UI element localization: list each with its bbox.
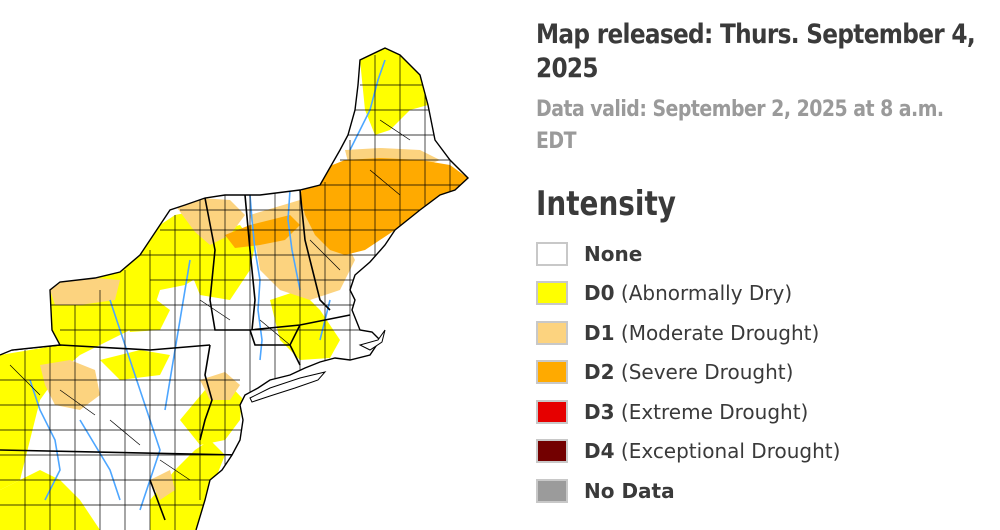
data-valid-date: Data valid: September 2, 2025 at 8 a.m. …	[536, 97, 944, 154]
legend-desc: (Exceptional Drought)	[620, 439, 841, 464]
legend-item-none: None	[536, 234, 986, 274]
coastline	[0, 47, 470, 530]
legend-swatch	[536, 399, 568, 424]
northeast-drought-map-svg	[0, 47, 470, 530]
legend-item-d3: D3 (Extreme Drought)	[536, 392, 986, 432]
legend-swatch	[536, 439, 568, 464]
county-borders	[0, 55, 460, 530]
cape-cod	[358, 329, 386, 351]
legend-swatch	[536, 241, 568, 266]
legend-title: Intensity	[536, 184, 676, 224]
map-released-date: Map released: Thurs. September 4, 2025	[536, 19, 976, 84]
info-panel: Map released: Thurs. September 4, 2025 D…	[536, 18, 986, 511]
legend-code: No Data	[584, 478, 675, 503]
legend-swatch	[536, 281, 568, 306]
legend-code: D0	[584, 281, 615, 306]
legend-desc: (Moderate Drought)	[620, 320, 820, 345]
legend-swatch	[536, 320, 568, 345]
legend-desc: (Abnormally Dry)	[620, 281, 793, 306]
legend-code: D3	[584, 399, 615, 424]
drought-map	[0, 47, 470, 530]
legend-desc: (Severe Drought)	[620, 360, 794, 385]
legend-swatch	[536, 360, 568, 385]
legend-desc: (Extreme Drought)	[620, 399, 809, 424]
intensity-legend: None D0 (Abnormally Dry) D1 (Moderate Dr…	[536, 234, 986, 511]
legend-item-d0: D0 (Abnormally Dry)	[536, 274, 986, 314]
legend-code: None	[584, 241, 643, 266]
d2-regions	[225, 158, 468, 255]
legend-item-d4: D4 (Exceptional Drought)	[536, 432, 986, 472]
legend-item-d2: D2 (Severe Drought)	[536, 353, 986, 393]
legend-code: D2	[584, 360, 615, 385]
legend-item-d1: D1 (Moderate Drought)	[536, 313, 986, 353]
long-island	[249, 371, 327, 403]
legend-item-no-data: No Data	[536, 471, 986, 511]
legend-code: D4	[584, 439, 615, 464]
legend-code: D1	[584, 320, 615, 345]
legend-swatch	[536, 478, 568, 503]
